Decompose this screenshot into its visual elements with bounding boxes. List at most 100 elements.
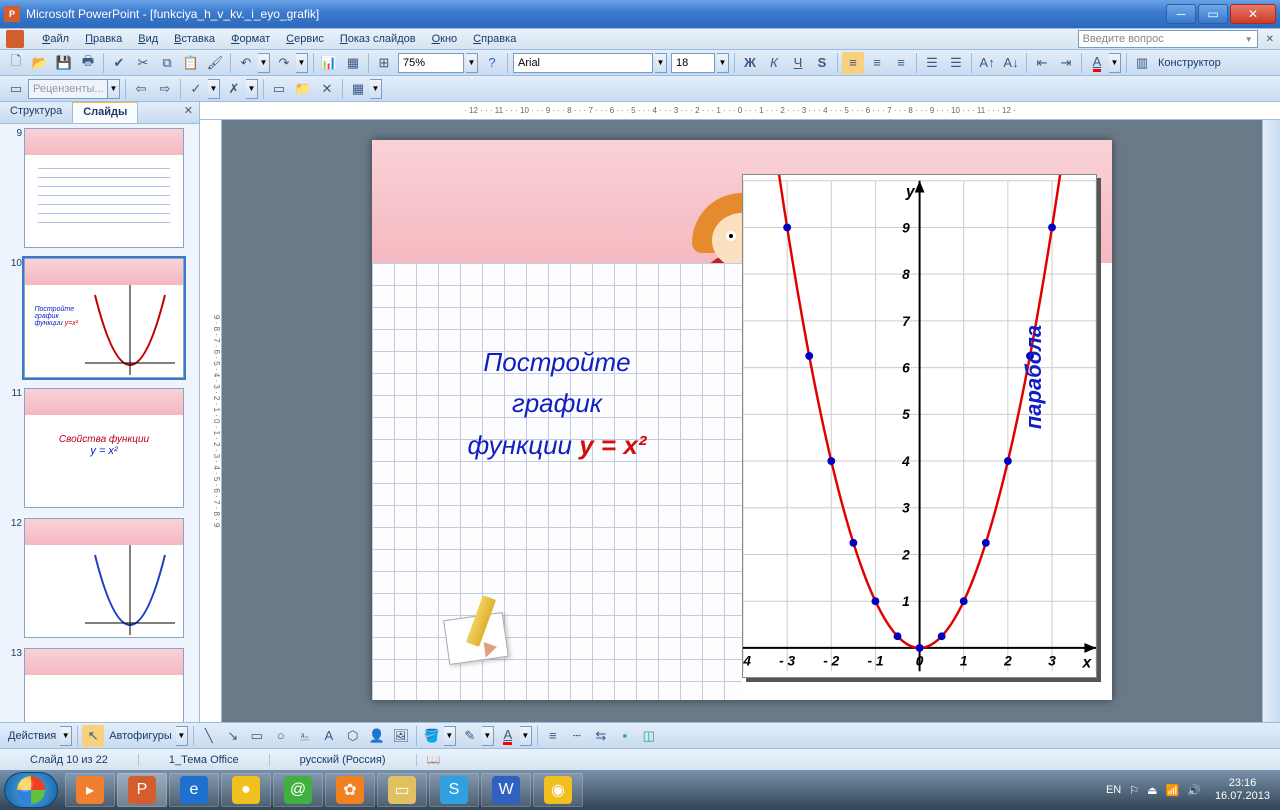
- panel-close-icon[interactable]: ✕: [178, 102, 199, 123]
- taskbar-item[interactable]: S: [429, 773, 479, 807]
- increase-indent-icon[interactable]: ⇥: [1055, 52, 1077, 74]
- table-icon[interactable]: ▦: [342, 52, 364, 74]
- taskbar-item[interactable]: ✿: [325, 773, 375, 807]
- tab-structure[interactable]: Структура: [0, 102, 73, 123]
- taskbar-item[interactable]: ●: [221, 773, 271, 807]
- print-icon[interactable]: 🖶: [77, 52, 99, 74]
- reject-icon[interactable]: ✗: [223, 78, 245, 100]
- menu-Вставка[interactable]: Вставка: [166, 31, 223, 47]
- arrow-icon[interactable]: ↘: [222, 725, 244, 747]
- folder-icon[interactable]: 📁: [292, 78, 314, 100]
- fontsize-dropdown[interactable]: ▼: [717, 53, 729, 73]
- menu-Формат[interactable]: Формат: [223, 31, 278, 47]
- save-icon[interactable]: 💾: [53, 52, 75, 74]
- chart-icon[interactable]: 📊: [318, 52, 340, 74]
- format-painter-icon[interactable]: 🖌: [204, 52, 226, 74]
- bold-button[interactable]: Ж: [739, 52, 761, 74]
- bullet-list-icon[interactable]: ☰: [945, 52, 967, 74]
- taskbar-item[interactable]: ▭: [377, 773, 427, 807]
- font-color-dropdown[interactable]: ▼: [1109, 53, 1121, 73]
- tray-network-icon[interactable]: 📶: [1166, 784, 1180, 797]
- slide-thumbnail[interactable]: [24, 128, 184, 248]
- menu-Вид[interactable]: Вид: [130, 31, 166, 47]
- tray-action-center-icon[interactable]: ⚐: [1129, 784, 1139, 797]
- menu-Окно[interactable]: Окно: [424, 31, 466, 47]
- shadow-button[interactable]: S: [811, 52, 833, 74]
- slide-thumbnail[interactable]: Постройтеграфикфункции y=x²: [24, 258, 184, 378]
- taskbar-item[interactable]: e: [169, 773, 219, 807]
- zoom-dropdown[interactable]: ▼: [466, 53, 478, 73]
- menu-Файл[interactable]: Файл: [34, 31, 77, 47]
- new-icon[interactable]: 🗋: [5, 52, 27, 74]
- maximize-button[interactable]: ▭: [1198, 4, 1228, 24]
- menu-Показ слайдов[interactable]: Показ слайдов: [332, 31, 424, 47]
- slide-canvas[interactable]: Постройте график функции у = х² - 4- 3- …: [222, 120, 1262, 722]
- minimize-button[interactable]: ─: [1166, 4, 1196, 24]
- review-icon[interactable]: ▭: [5, 78, 27, 100]
- slide-thumbnail[interactable]: [24, 518, 184, 638]
- italic-button[interactable]: К: [763, 52, 785, 74]
- delete-comment-icon[interactable]: ✕: [316, 78, 338, 100]
- diagram-icon[interactable]: ⬡: [342, 725, 364, 747]
- prev-comment-icon[interactable]: ⇦: [130, 78, 152, 100]
- tray-volume-icon[interactable]: 🔊: [1187, 784, 1201, 797]
- open-icon[interactable]: 📂: [29, 52, 51, 74]
- align-center-icon[interactable]: ≡: [866, 52, 888, 74]
- picture-icon[interactable]: 🖼: [390, 725, 412, 747]
- spellcheck-icon[interactable]: ✔: [108, 52, 130, 74]
- grid-icon[interactable]: ⊞: [373, 52, 395, 74]
- fontsize-field[interactable]: 18: [671, 53, 715, 73]
- help-question-input[interactable]: Введите вопрос▼: [1078, 30, 1258, 48]
- taskbar-item[interactable]: P: [117, 773, 167, 807]
- slide-thumbnail[interactable]: [24, 648, 184, 722]
- tray-lang[interactable]: EN: [1106, 784, 1121, 796]
- tray-safe-remove-icon[interactable]: ⏏: [1147, 784, 1157, 797]
- font-color-icon[interactable]: A: [1086, 52, 1108, 74]
- actions-menu[interactable]: Действия: [8, 730, 56, 742]
- tray-clock[interactable]: 23:1616.07.2013: [1215, 777, 1270, 803]
- 3d-style-icon[interactable]: ◫: [638, 725, 660, 747]
- designer-label[interactable]: Конструктор: [1158, 57, 1221, 69]
- comment-icon[interactable]: ▭: [268, 78, 290, 100]
- fill-color-icon[interactable]: 🪣: [421, 725, 443, 747]
- redo-icon[interactable]: ↷: [273, 52, 295, 74]
- taskbar-item[interactable]: W: [481, 773, 531, 807]
- doc-close-button[interactable]: ✕: [1266, 34, 1274, 45]
- rect-icon[interactable]: ▭: [246, 725, 268, 747]
- next-comment-icon[interactable]: ⇨: [154, 78, 176, 100]
- redo-dropdown[interactable]: ▼: [296, 53, 308, 73]
- autoshapes-menu[interactable]: Автофигуры: [109, 730, 172, 742]
- designer-icon[interactable]: ▥: [1131, 52, 1153, 74]
- clipart-icon[interactable]: 👤: [366, 725, 388, 747]
- taskbar-item[interactable]: ▸: [65, 773, 115, 807]
- tab-slides[interactable]: Слайды: [73, 102, 138, 123]
- underline-button[interactable]: Ч: [787, 52, 809, 74]
- dash-style-icon[interactable]: ┄: [566, 725, 588, 747]
- menu-Справка[interactable]: Справка: [465, 31, 524, 47]
- font-color-draw-icon[interactable]: A: [497, 725, 519, 747]
- align-right-icon[interactable]: ≡: [890, 52, 912, 74]
- increase-font-icon[interactable]: A↑: [976, 52, 998, 74]
- menu-Сервис[interactable]: Сервис: [278, 31, 332, 47]
- window-close-button[interactable]: ✕: [1230, 4, 1276, 24]
- taskbar-item[interactable]: @: [273, 773, 323, 807]
- arrow-style-icon[interactable]: ⇆: [590, 725, 612, 747]
- oval-icon[interactable]: ○: [270, 725, 292, 747]
- accept-icon[interactable]: ✓: [185, 78, 207, 100]
- tool-icon[interactable]: ▦: [347, 78, 369, 100]
- taskbar-item[interactable]: ◉: [533, 773, 583, 807]
- line-icon[interactable]: ╲: [198, 725, 220, 747]
- decrease-indent-icon[interactable]: ⇤: [1031, 52, 1053, 74]
- slide-thumbnail[interactable]: Свойства функцииy = x²: [24, 388, 184, 508]
- reviewers-dropdown[interactable]: ▼: [108, 79, 120, 99]
- menu-Правка[interactable]: Правка: [77, 31, 130, 47]
- line-color-icon[interactable]: ✎: [459, 725, 481, 747]
- cut-icon[interactable]: ✂: [132, 52, 154, 74]
- start-button[interactable]: [4, 772, 58, 808]
- wordart-icon[interactable]: A: [318, 725, 340, 747]
- help-icon[interactable]: ?: [481, 52, 503, 74]
- paste-icon[interactable]: 📋: [180, 52, 202, 74]
- numbered-list-icon[interactable]: ☰: [921, 52, 943, 74]
- vertical-scrollbar[interactable]: [1262, 120, 1280, 722]
- decrease-font-icon[interactable]: A↓: [1000, 52, 1022, 74]
